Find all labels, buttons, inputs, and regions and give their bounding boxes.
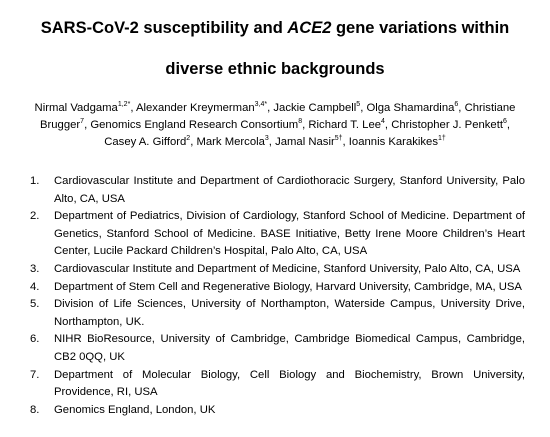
author-name: Christopher J. Penkett <box>391 119 503 131</box>
author: Christiane Brugger7 <box>40 102 515 131</box>
affiliation-list: 1. Cardiovascular Institute and Departmen… <box>30 173 525 419</box>
author: Ioannis Karakikes1† <box>348 135 446 148</box>
author-name: Ioannis Karakikes <box>348 136 438 148</box>
author-affiliation-marker: 2 <box>186 135 191 142</box>
paper-title-line-1: SARS-CoV-2 susceptibility and ACE2 gene … <box>0 18 550 38</box>
author: Jamal Nasir5† <box>275 135 343 148</box>
author-name: Olga Shamardina <box>366 102 455 114</box>
affiliation-number: 1. <box>30 175 40 187</box>
author: Genomics England Research Consortium8 <box>90 118 303 131</box>
affiliation-number: 4. <box>30 280 40 293</box>
affiliation-text: Department of Stem Cell and Regenerative… <box>54 280 522 293</box>
author-affiliation-marker: 3,4* <box>254 101 268 108</box>
author: Richard T. Lee4 <box>308 118 385 131</box>
author-affiliation-marker: 5† <box>334 135 343 142</box>
author-name: Alexander Kreymerman <box>135 102 255 114</box>
affiliation-number: 2. <box>30 210 40 223</box>
affiliation-text: NIHR BioResource, University of Cambridg… <box>54 333 525 363</box>
author: Christopher J. Penkett6 <box>391 118 507 131</box>
author: Olga Shamardina6 <box>366 101 459 114</box>
author: Jackie Campbell5 <box>273 101 361 114</box>
author-affiliation-marker: 3 <box>264 135 269 142</box>
affiliation-number: 6. <box>30 333 40 346</box>
author-affiliation-marker: 8 <box>298 118 303 125</box>
author-name: Richard T. Lee <box>308 119 382 131</box>
affiliation-text: Department of Molecular Biology, Cell Bi… <box>54 368 525 399</box>
affiliation-item: 5. Division of Life Sciences, University … <box>30 296 525 331</box>
author-affiliation-marker: 5 <box>356 101 361 108</box>
author-affiliation-marker: 1† <box>437 135 446 142</box>
affiliation-text: Genomics England, London, UK <box>54 403 216 416</box>
paper-title-line-2: diverse ethnic backgrounds <box>165 60 385 78</box>
affiliation-text: Department of Pediatrics, Division of Ca… <box>54 210 525 258</box>
affiliation-text: Division of Life Sciences, University of… <box>54 298 525 328</box>
affiliation-item: 4. Department of Stem Cell and Regenerati… <box>30 279 525 297</box>
author-affiliation-marker: 1,2* <box>117 101 131 108</box>
author-affiliation-marker: 7 <box>80 118 85 125</box>
affiliation-item: 8. Genomics England, London, UK <box>30 402 525 420</box>
affiliation-text: Cardiovascular Institute and Department … <box>54 262 521 275</box>
affiliation-item: 1. Cardiovascular Institute and Departmen… <box>30 173 525 208</box>
title-prefix: SARS-CoV-2 susceptibility and <box>40 19 288 37</box>
author-affiliation-marker: 6 <box>502 118 507 125</box>
author-affiliation-marker: 4 <box>381 118 385 125</box>
affiliation-item: 2. Department of Pediatrics, Division of … <box>30 208 525 261</box>
title-suffix: gene variations within <box>331 19 510 37</box>
affiliation-item: 3. Cardiovascular Institute and Departmen… <box>30 261 525 279</box>
author-name: Nirmal Vadgama <box>34 102 118 114</box>
author: Casey A. Gifford2 <box>104 135 191 148</box>
title-gene-name: ACE2 <box>287 19 332 37</box>
affiliation-number: 5. <box>30 298 40 311</box>
affiliation-text: Cardiovascular Institute and Department … <box>54 175 525 205</box>
author: Nirmal Vadgama1,2* <box>34 101 131 114</box>
author-name: Genomics England Research Consortium <box>90 119 299 131</box>
affiliation-item: 7. Department of Molecular Biology, Cell … <box>30 367 525 402</box>
author: Alexander Kreymerman3,4* <box>135 101 268 114</box>
author-name: Christiane Brugger <box>39 102 516 131</box>
affiliation-item: 6. NIHR BioResource, University of Cambri… <box>30 331 525 366</box>
author-name: Jamal Nasir <box>275 136 335 148</box>
author-name: Jackie Campbell <box>273 102 357 114</box>
author-list: Nirmal Vadgama1,2*, Alexander Kreymerman… <box>34 101 516 148</box>
author-name: Casey A. Gifford <box>104 136 187 148</box>
author-name: Mark Mercola <box>196 136 265 148</box>
affiliation-number: 3. <box>30 262 40 275</box>
author-affiliation-marker: 6 <box>454 101 459 108</box>
affiliation-number: 7. <box>30 368 40 381</box>
affiliation-number: 8. <box>30 403 40 416</box>
author: Mark Mercola3 <box>196 135 269 148</box>
